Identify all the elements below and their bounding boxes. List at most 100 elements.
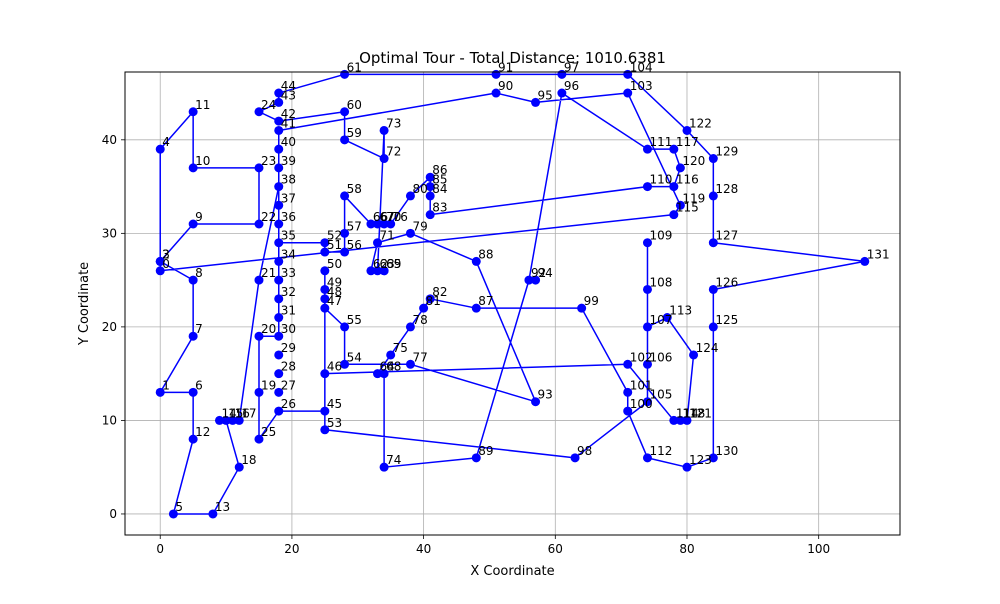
x-tick-label: 80 (679, 542, 694, 556)
node-point (234, 462, 244, 472)
node-point (274, 331, 284, 341)
node-label: 28 (281, 360, 296, 374)
node-label: 124 (696, 341, 719, 355)
node-point (642, 284, 652, 294)
node-point (623, 88, 633, 98)
node-label: 61 (347, 60, 362, 74)
node-label: 127 (715, 229, 738, 243)
node-point (405, 228, 415, 238)
node-label: 102 (630, 350, 653, 364)
node-point (274, 406, 284, 416)
node-label: 14 (221, 406, 236, 420)
node-label: 131 (867, 247, 890, 261)
node-point (340, 359, 350, 369)
node-point (366, 266, 376, 276)
axes-frame (124, 71, 901, 536)
node-point (708, 238, 718, 248)
node-label: 111 (649, 135, 672, 149)
node-point (669, 144, 679, 154)
node-label: 73 (386, 116, 401, 130)
node-label: 34 (281, 247, 296, 261)
node-label: 53 (327, 416, 342, 430)
node-label: 7 (195, 322, 203, 336)
node-label: 11 (195, 98, 210, 112)
node-label: 94 (538, 266, 553, 280)
node-point (642, 397, 652, 407)
node-label: 40 (281, 135, 296, 149)
node-point (340, 191, 350, 201)
node-point (642, 359, 652, 369)
node-point (340, 135, 350, 145)
node-label: 91 (498, 60, 513, 74)
node-point (188, 107, 198, 117)
node-label: 95 (538, 88, 553, 102)
node-point (386, 350, 396, 360)
node-label: 18 (241, 453, 256, 467)
node-label: 119 (682, 191, 705, 205)
node-label: 115 (676, 201, 699, 215)
node-point (669, 210, 679, 220)
node-label: 93 (538, 388, 553, 402)
node-point (642, 182, 652, 192)
node-point (254, 219, 264, 229)
node-point (471, 453, 481, 463)
node-point (254, 331, 264, 341)
node-point (642, 238, 652, 248)
y-tick-label: 30 (102, 226, 117, 240)
node-label: 121 (689, 406, 712, 420)
node-point (254, 275, 264, 285)
y-tick-label: 10 (102, 413, 117, 427)
node-point (379, 462, 389, 472)
node-point (188, 163, 198, 173)
node-label: 125 (715, 313, 738, 327)
node-label: 45 (327, 397, 342, 411)
node-label: 86 (432, 163, 447, 177)
node-label: 19 (261, 378, 276, 392)
x-tick-label: 40 (416, 542, 431, 556)
node-label: 76 (393, 210, 408, 224)
node-label: 107 (649, 313, 672, 327)
node-label: 74 (386, 453, 401, 467)
node-label: 44 (281, 79, 296, 93)
node-point (274, 97, 284, 107)
node-point (373, 266, 383, 276)
node-label: 97 (564, 60, 579, 74)
node-point (860, 256, 870, 266)
node-label: 32 (281, 285, 296, 299)
node-label: 113 (669, 304, 692, 318)
node-point (340, 322, 350, 332)
node-point (675, 200, 685, 210)
node-point (155, 256, 165, 266)
node-point (471, 303, 481, 313)
node-label: 128 (715, 182, 738, 196)
node-label: 87 (478, 294, 493, 308)
node-label: 80 (412, 182, 427, 196)
node-point (623, 387, 633, 397)
node-point (274, 116, 284, 126)
node-point (254, 107, 264, 117)
node-point (708, 284, 718, 294)
node-point (221, 415, 231, 425)
node-point (274, 125, 284, 135)
node-label: 15 (228, 406, 243, 420)
node-point (188, 434, 198, 444)
node-label: 6 (195, 378, 203, 392)
node-label: 77 (412, 350, 427, 364)
node-point (155, 266, 165, 276)
node-label: 68 (386, 360, 401, 374)
node-label: 39 (281, 154, 296, 168)
node-point (708, 322, 718, 332)
node-label: 41 (281, 116, 296, 130)
node-point (366, 219, 376, 229)
node-label: 98 (577, 444, 592, 458)
node-point (531, 97, 541, 107)
node-label: 23 (261, 154, 276, 168)
node-point (425, 294, 435, 304)
node-label: 16 (235, 406, 250, 420)
node-label: 130 (715, 444, 738, 458)
node-label: 106 (649, 350, 672, 364)
node-point (557, 88, 567, 98)
node-point (570, 453, 580, 463)
grid (125, 72, 900, 535)
